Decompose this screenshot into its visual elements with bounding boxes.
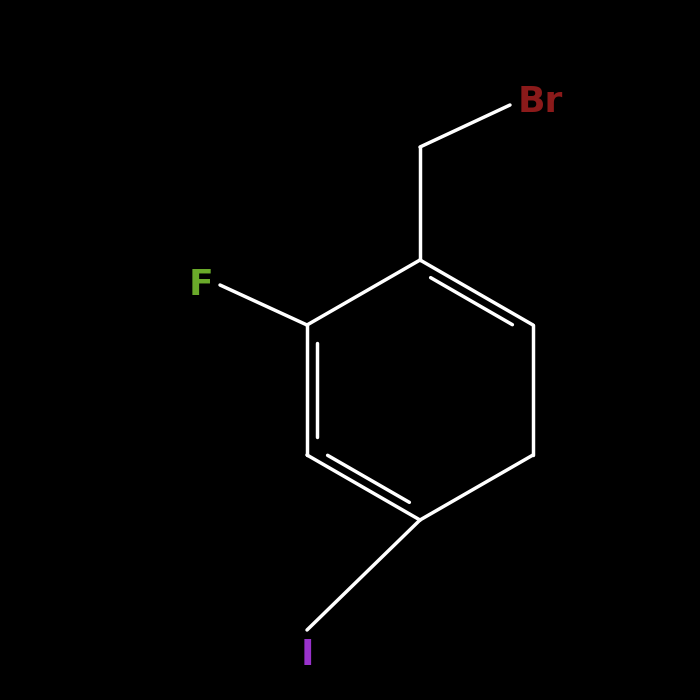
Text: Br: Br <box>518 85 564 119</box>
Text: F: F <box>188 268 213 302</box>
Text: I: I <box>300 638 314 672</box>
